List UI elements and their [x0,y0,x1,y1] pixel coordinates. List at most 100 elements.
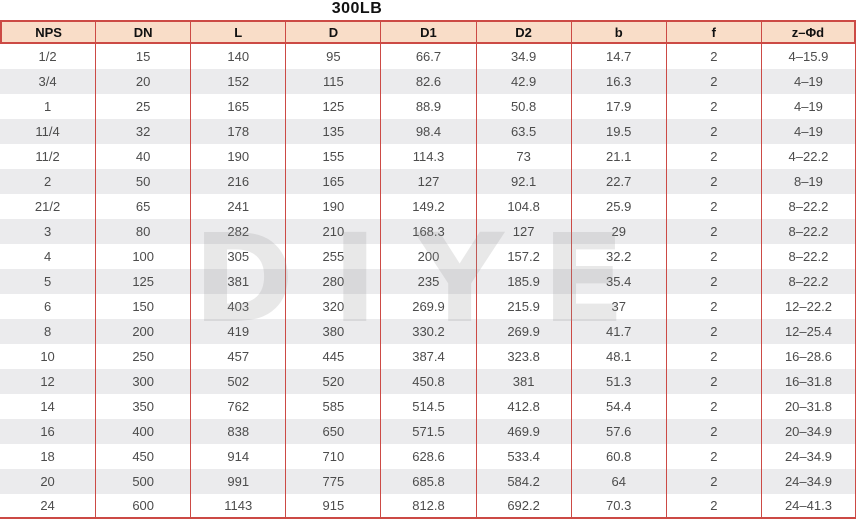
cell: 412.8 [475,394,571,419]
cell: 25.9 [570,194,666,219]
cell: 775 [285,469,381,494]
table-header: NPS DN L D D1 D2 b f z–Φd [0,20,856,44]
header-row: NPS DN L D D1 D2 b f z–Φd [0,20,856,44]
table-row: 8 200 419 380 330.2 269.9 41.7 2 12–25.4 [0,319,856,344]
cell: 450 [95,444,191,469]
cell: 4–19 [760,69,856,94]
cell: 2 [0,169,96,194]
cell: 51.3 [570,369,666,394]
cell: 282 [190,219,286,244]
cell: 269.9 [380,294,476,319]
table-row: 2 50 216 165 127 92.1 22.7 2 8–19 [0,169,856,194]
cell: 63.5 [475,119,571,144]
cell: 838 [190,419,286,444]
cell: 32.2 [570,244,666,269]
cell: 11/4 [0,119,96,144]
cell: 628.6 [380,444,476,469]
cell: 469.9 [475,419,571,444]
cell: 149.2 [380,194,476,219]
cell: 127 [380,169,476,194]
cell: 300 [95,369,191,394]
cell: 20 [95,69,191,94]
cell: 10 [0,344,96,369]
table-row: 4 100 305 255 200 157.2 32.2 2 8–22.2 [0,244,856,269]
cell: 127 [475,219,571,244]
cell: 350 [95,394,191,419]
cell: 585 [285,394,381,419]
cell: 152 [190,69,286,94]
cell: 82.6 [380,69,476,94]
cell: 98.4 [380,119,476,144]
cell: 17.9 [570,94,666,119]
cell: 1 [0,94,96,119]
cell: 8 [0,319,96,344]
table-row: 14 350 762 585 514.5 412.8 54.4 2 20–31.8 [0,394,856,419]
cell: 305 [190,244,286,269]
cell: 210 [285,219,381,244]
cell: 150 [95,294,191,319]
cell: 2 [665,469,761,494]
cell: 24–34.9 [760,444,856,469]
cell: 29 [570,219,666,244]
cell: 3/4 [0,69,96,94]
cell: 502 [190,369,286,394]
column-header-d: D [285,20,381,44]
cell: 8–19 [760,169,856,194]
cell: 2 [665,169,761,194]
cell: 37 [570,294,666,319]
cell: 280 [285,269,381,294]
cell: 320 [285,294,381,319]
cell: 200 [380,244,476,269]
cell: 80 [95,219,191,244]
column-header-f: f [665,20,761,44]
cell: 73 [475,144,571,169]
cell: 450.8 [380,369,476,394]
cell: 650 [285,419,381,444]
column-header-d1: D1 [380,20,476,44]
cell: 12–22.2 [760,294,856,319]
table-row: 3/4 20 152 115 82.6 42.9 16.3 2 4–19 [0,69,856,94]
cell: 14 [0,394,96,419]
cell: 140 [190,44,286,69]
cell: 190 [190,144,286,169]
cell: 914 [190,444,286,469]
cell: 16–31.8 [760,369,856,394]
cell: 812.8 [380,494,476,519]
table-row: 3 80 282 210 168.3 127 29 2 8–22.2 [0,219,856,244]
cell: 419 [190,319,286,344]
cell: 8–22.2 [760,269,856,294]
cell: 762 [190,394,286,419]
cell: 8–22.2 [760,194,856,219]
cell: 457 [190,344,286,369]
cell: 500 [95,469,191,494]
cell: 40 [95,144,191,169]
cell: 4 [0,244,96,269]
table-row: 12 300 502 520 450.8 381 51.3 2 16–31.8 [0,369,856,394]
cell: 60.8 [570,444,666,469]
table-row: 21/2 65 241 190 149.2 104.8 25.9 2 8–22.2 [0,194,856,219]
cell: 710 [285,444,381,469]
cell: 20–34.9 [760,419,856,444]
cell: 157.2 [475,244,571,269]
cell: 135 [285,119,381,144]
cell: 381 [190,269,286,294]
cell: 66.7 [380,44,476,69]
cell: 20 [0,469,96,494]
cell: 2 [665,269,761,294]
cell: 255 [285,244,381,269]
table-row: 10 250 457 445 387.4 323.8 48.1 2 16–28.6 [0,344,856,369]
cell: 991 [190,469,286,494]
cell: 32 [95,119,191,144]
cell: 8–22.2 [760,244,856,269]
cell: 5 [0,269,96,294]
column-header-dn: DN [95,20,191,44]
cell: 323.8 [475,344,571,369]
cell: 269.9 [475,319,571,344]
cell: 41.7 [570,319,666,344]
cell: 21.1 [570,144,666,169]
table-row: 6 150 403 320 269.9 215.9 37 2 12–22.2 [0,294,856,319]
cell: 18 [0,444,96,469]
table-row: 16 400 838 650 571.5 469.9 57.6 2 20–34.9 [0,419,856,444]
cell: 168.3 [380,219,476,244]
